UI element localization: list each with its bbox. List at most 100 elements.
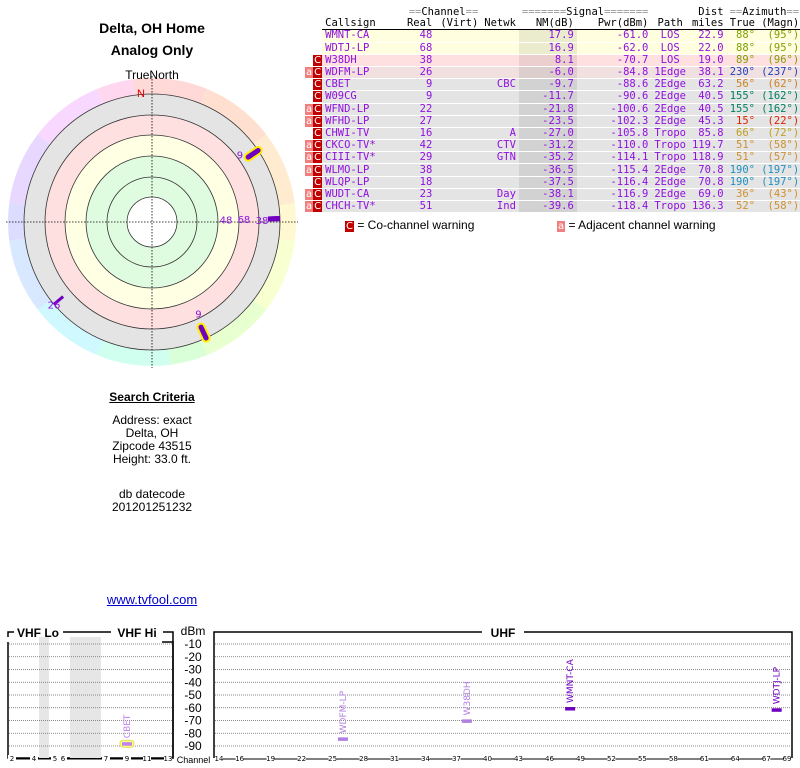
co-channel-badge: C: [313, 79, 323, 91]
cell-pwr: -61.0: [616, 29, 649, 42]
co-channel-badge: C: [313, 67, 323, 79]
cell-dist: 118.9: [691, 151, 724, 164]
station-row[interactable]: a C CHCH-TV* 51 Ind -39.6 -118.4 Tropo 136.3 52° (…: [305, 200, 800, 213]
cell-real: 26: [419, 66, 433, 79]
page-title: Delta, OH Home: [99, 20, 205, 36]
station-row[interactable]: a C WLMO-LP 38 -36.5 -115.4 2Edge 70.8 190° (197°…: [305, 163, 800, 177]
cell-path: Tropo: [654, 151, 686, 164]
cell-virt: [435, 91, 481, 103]
cell-path: 2Edge: [654, 78, 686, 91]
co-channel-badge: C: [313, 127, 323, 139]
station-label: 48: [220, 215, 233, 226]
cell-az: 230°: [729, 66, 756, 79]
adjacent-channel-badge: a: [305, 67, 314, 79]
cell-net: [481, 91, 519, 103]
co-channel-badge: C: [313, 54, 323, 66]
cell-real: 42: [419, 139, 433, 152]
north-marker: N: [137, 88, 145, 100]
station-label: 38: [256, 216, 269, 227]
cell-mag: (62°): [767, 78, 800, 91]
cell-path: LOS: [660, 41, 680, 54]
station-row[interactable]: WMNT-CA 48 17.9 -61.0 LOS 22.9 88° (95°): [305, 29, 800, 43]
cell-call: WFND-LP: [325, 102, 370, 115]
cell-pwr: -62.0: [616, 41, 649, 54]
cell-az: 88°: [736, 41, 756, 54]
x-tick-label: 34: [421, 755, 430, 763]
cell-virt: [435, 176, 481, 188]
cell-call: CKCO-TV*: [325, 139, 376, 152]
station-row[interactable]: C CHWI-TV 16 A -27.0 -105.8 Tropo 85.8 66° (72°): [305, 126, 800, 140]
cell-az: 51°: [736, 151, 756, 164]
cell-call: W09CG: [325, 90, 357, 103]
station-row[interactable]: WDTJ-LP 68 16.9 -62.0 LOS 22.0 88° (95°): [305, 41, 800, 55]
cell-path: LOS: [660, 53, 680, 66]
station-row[interactable]: a C CIII-TV* 29 GTN -35.2 -114.1 Tropo 118.9 51° (…: [305, 151, 800, 164]
column-header: Real: [378, 18, 436, 31]
adjacent-channel-badge: a: [305, 164, 314, 176]
station-row[interactable]: a C WUDT-CA 23 Day -38.1 -116.9 2Edge 69.0 36° (43…: [305, 187, 800, 201]
cell-pwr: -105.8: [610, 126, 649, 139]
address-mode: Address: exact: [112, 413, 192, 427]
cell-az: 51°: [736, 139, 756, 152]
station-row[interactable]: C W09CG 9 -11.7 -90.6 2Edge 40.5 155° (162°): [305, 90, 800, 103]
cell-pwr: -70.7: [616, 53, 649, 66]
cell-path: 2Edge: [654, 187, 686, 200]
column-header: miles: [688, 18, 727, 31]
station-row[interactable]: a C WDFM-LP 26 -6.0 -84.8 1Edge 38.1 230° (237°): [305, 66, 800, 79]
uhf-label: UHF: [491, 626, 516, 640]
cell-az: 190°: [729, 163, 756, 176]
tick-bg: [51, 755, 59, 762]
warning-badges: C: [305, 127, 323, 140]
cell-nm: -27.0: [518, 127, 577, 140]
x-tick-label: 67: [762, 755, 771, 763]
station-row[interactable]: C WLQP-LP 18 -37.5 -116.4 2Edge 70.8 190° (197°): [305, 175, 800, 189]
x-tick-label: 69: [783, 755, 792, 763]
cell-nm: -6.0: [518, 66, 577, 79]
column-header: Callsign: [322, 18, 379, 31]
x-tick-label: 46: [545, 755, 554, 763]
page-subtitle: Analog Only: [110, 42, 194, 58]
station-row[interactable]: a C WFND-LP 22 -21.8 -100.6 2Edge 40.5 155° (162°…: [305, 102, 800, 116]
adjacent-channel-badge: a: [557, 221, 566, 232]
cell-mag: (197°): [761, 175, 800, 188]
cell-path: 2Edge: [654, 90, 686, 103]
cell-nm: 16.9: [518, 42, 577, 55]
cell-virt: [435, 66, 481, 78]
station-row[interactable]: a C WFHD-LP 27 -23.5 -102.3 2Edge 45.3 15° (22°): [305, 114, 800, 128]
station-row[interactable]: C W38DH 38 8.1 -70.7 LOS 19.0 89° (96°): [305, 53, 800, 67]
tick-bg: [359, 755, 368, 762]
cell-net: Ind: [496, 200, 516, 213]
x-tick-label: 4: [32, 755, 37, 763]
station-row[interactable]: a C CKCO-TV* 42 CTV -31.2 -110.0 Tropo 119.7 51° (…: [305, 139, 800, 152]
tick-bg: [143, 755, 151, 762]
x-tick-label: 16: [235, 755, 244, 763]
group-signal: Signal: [566, 6, 605, 19]
cell-dist: 85.8: [698, 126, 724, 139]
cell-dist: 45.3: [698, 114, 724, 127]
group-dist: Dist: [698, 6, 724, 19]
cell-path: Tropo: [654, 139, 686, 152]
cell-dist: 119.7: [691, 139, 724, 152]
x-tick-label: 37: [452, 755, 461, 763]
cell-mag: (43°): [767, 187, 800, 200]
cell-pwr: -84.8: [616, 66, 649, 79]
cell-call: WLMO-LP: [325, 163, 370, 176]
station-bar: [122, 742, 132, 746]
adjacent-channel-badge: a: [305, 152, 314, 164]
cell-net: A: [509, 126, 516, 139]
cell-call: WLQP-LP: [325, 175, 370, 188]
cell-mag: (58°): [767, 139, 800, 152]
y-tick-label: -20: [184, 650, 202, 664]
zipcode: Zipcode 43515: [112, 439, 192, 453]
tick-bg: [607, 755, 616, 762]
adjacent-channel-badge: a: [305, 115, 314, 127]
cell-call: WMNT-CA: [325, 29, 370, 42]
adjacent-channel-badge: a: [305, 140, 314, 152]
cell-call: CHWI-TV: [325, 126, 370, 139]
station-row[interactable]: C CBET 9 CBC -9.7 -88.6 2Edge 63.2 56° (62°): [305, 78, 800, 91]
cell-net: [481, 176, 519, 188]
co-channel-badge: C: [345, 221, 354, 232]
tvfool-link[interactable]: www.tvfool.com: [106, 592, 198, 607]
y-tick-label: -90: [184, 739, 202, 753]
tick-bg: [235, 755, 244, 762]
